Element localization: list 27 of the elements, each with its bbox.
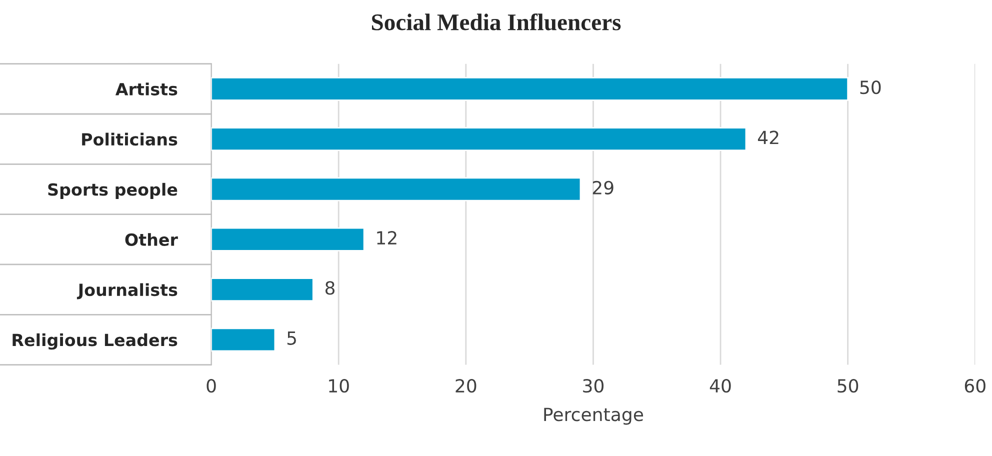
bar (211, 177, 582, 202)
y-tick-label: Religious Leaders (12, 333, 178, 350)
y-tick-label: Journalists (76, 283, 178, 300)
y-tick-label: Sports people (48, 182, 178, 200)
x-tick-label: 40 (710, 379, 731, 393)
data-label: 8 (325, 281, 335, 295)
y-tick-label: Artists (115, 82, 178, 96)
data-label: 5 (287, 332, 296, 345)
x-tick-label: 50 (838, 379, 858, 393)
bar (211, 76, 849, 101)
x-tick-label: 60 (964, 379, 986, 393)
bar (211, 328, 276, 352)
x-tick-label: 20 (456, 379, 476, 393)
bar (211, 127, 747, 152)
chart-title: Social Media Influencers (372, 13, 621, 30)
bar (211, 278, 314, 302)
y-tick-label: Politicians (82, 132, 178, 146)
x-tick-label: 30 (583, 379, 604, 393)
data-label: 12 (377, 230, 396, 244)
data-label: 50 (860, 80, 881, 94)
bar (211, 227, 365, 252)
x-tick-label: 10 (329, 379, 349, 393)
y-tick-label: Other (125, 233, 178, 246)
data-label: 29 (592, 180, 614, 194)
x-axis-title: Percentage (544, 408, 644, 425)
x-tick-label: 0 (206, 379, 216, 393)
data-label: 42 (758, 130, 778, 144)
